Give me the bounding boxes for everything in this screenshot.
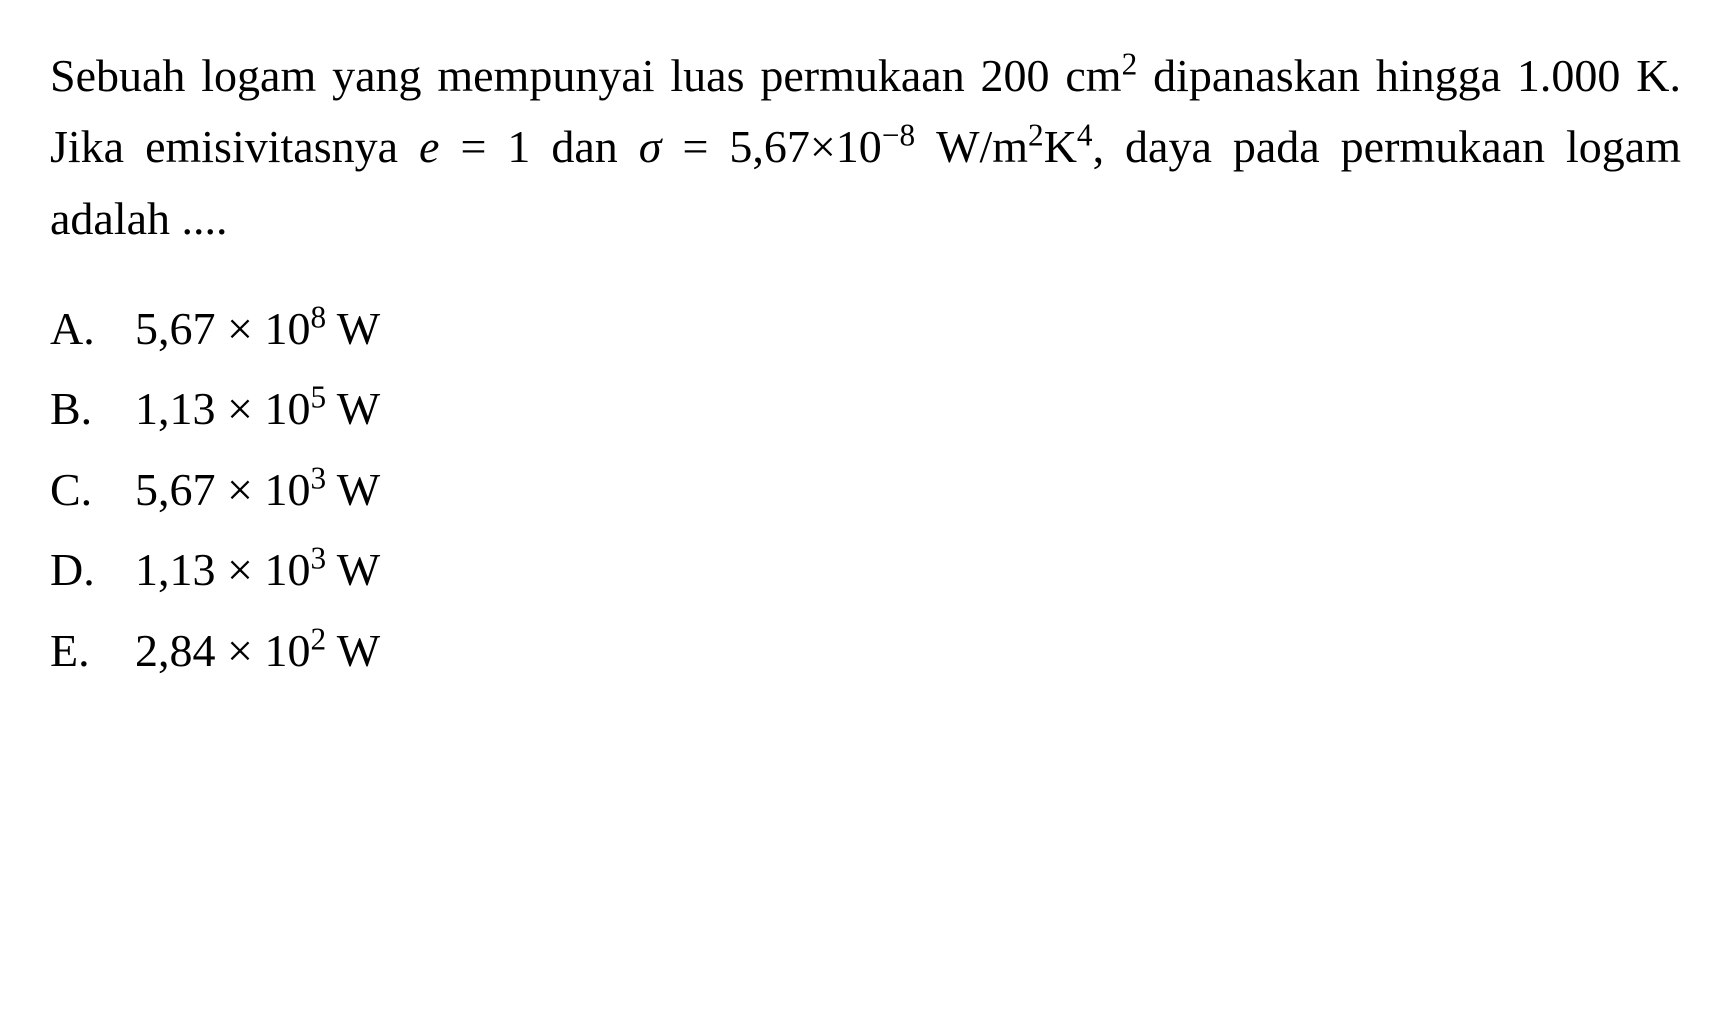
q-sup4: 4 [1077, 118, 1093, 153]
option-b-exp: 5 [310, 380, 326, 415]
option-c-exp: 3 [310, 461, 326, 496]
option-c-unit: W [326, 464, 380, 515]
option-a-letter: A. [50, 289, 135, 370]
q-sup1: 2 [1122, 47, 1138, 82]
option-d-unit: W [326, 544, 380, 595]
q-sup2: −8 [882, 118, 915, 153]
option-c-value: 5,67 × 103 W [135, 450, 1681, 531]
option-e-coeff: 2,84 × 10 [135, 625, 310, 676]
q-part6: K [1044, 121, 1077, 172]
q-part3: = 1 dan [439, 121, 638, 172]
q-e-var: e [419, 121, 439, 172]
options-list: A. 5,67 × 108 W B. 1,13 × 105 W C. 5,67 … [50, 289, 1681, 692]
option-e: E. 2,84 × 102 W [50, 611, 1681, 692]
option-d-letter: D. [50, 530, 135, 611]
option-b-unit: W [326, 383, 380, 434]
option-d-coeff: 1,13 × 10 [135, 544, 310, 595]
option-e-value: 2,84 × 102 W [135, 611, 1681, 692]
option-d: D. 1,13 × 103 W [50, 530, 1681, 611]
option-a-exp: 8 [310, 300, 326, 335]
option-c-coeff: 5,67 × 10 [135, 464, 310, 515]
option-e-letter: E. [50, 611, 135, 692]
option-c-letter: C. [50, 450, 135, 531]
option-b-letter: B. [50, 369, 135, 450]
option-a-coeff: 5,67 × 10 [135, 303, 310, 354]
option-d-value: 1,13 × 103 W [135, 530, 1681, 611]
question-text: Sebuah logam yang mempunyai luas permuka… [50, 40, 1681, 254]
q-part5: W/m [915, 121, 1028, 172]
option-b: B. 1,13 × 105 W [50, 369, 1681, 450]
option-a-unit: W [326, 303, 380, 354]
option-b-coeff: 1,13 × 10 [135, 383, 310, 434]
option-c: C. 5,67 × 103 W [50, 450, 1681, 531]
option-e-exp: 2 [310, 622, 326, 657]
option-a: A. 5,67 × 108 W [50, 289, 1681, 370]
q-sup3: 2 [1028, 118, 1044, 153]
option-b-value: 1,13 × 105 W [135, 369, 1681, 450]
q-sigma-var: σ [639, 121, 662, 172]
option-d-exp: 3 [310, 541, 326, 576]
q-part1: Sebuah logam yang mempunyai luas permuka… [50, 50, 1122, 101]
option-a-value: 5,67 × 108 W [135, 289, 1681, 370]
q-part4: = 5,67×10 [661, 121, 881, 172]
option-e-unit: W [326, 625, 380, 676]
